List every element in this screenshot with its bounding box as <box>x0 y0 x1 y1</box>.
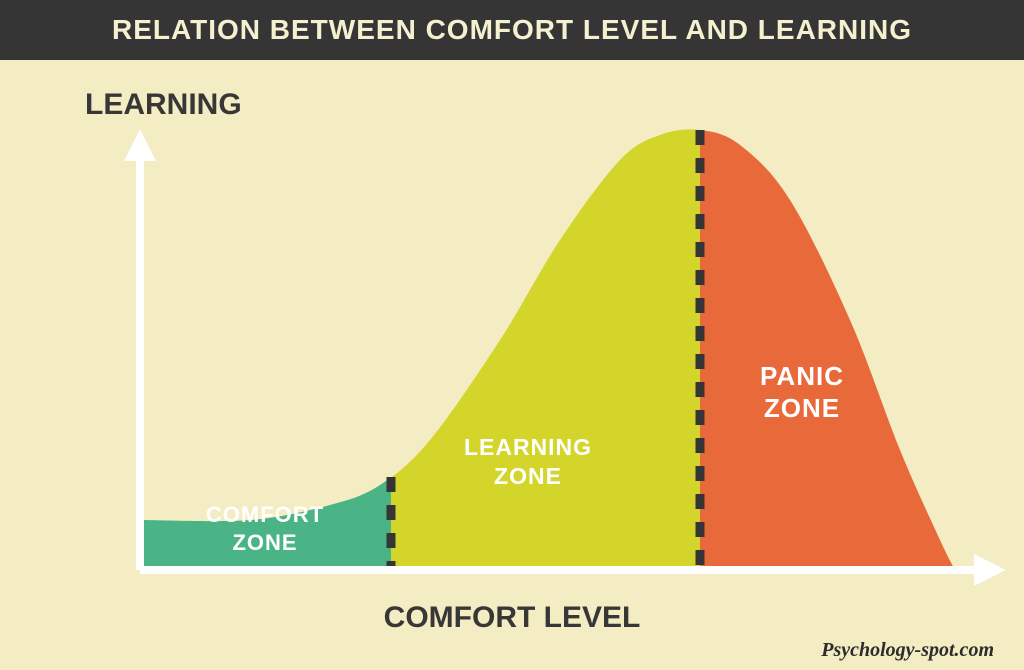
header-bar: RELATION BETWEEN COMFORT LEVEL AND LEARN… <box>0 0 1024 60</box>
svg-text:ZONE: ZONE <box>232 530 297 555</box>
attribution-text: Psychology-spot.com <box>821 639 994 662</box>
svg-text:ZONE: ZONE <box>764 393 840 423</box>
y-axis-label: LEARNING <box>85 88 242 122</box>
svg-text:COMFORT: COMFORT <box>206 502 324 527</box>
chart-area: COMFORTZONELEARNINGZONEPANICZONE LEARNIN… <box>0 60 1024 670</box>
chart-svg: COMFORTZONELEARNINGZONEPANICZONE <box>0 60 1024 670</box>
x-axis-label: COMFORT LEVEL <box>0 601 1024 635</box>
svg-text:ZONE: ZONE <box>494 463 562 489</box>
infographic-canvas: RELATION BETWEEN COMFORT LEVEL AND LEARN… <box>0 0 1024 670</box>
svg-text:LEARNING: LEARNING <box>464 434 592 460</box>
svg-text:PANIC: PANIC <box>760 361 844 391</box>
header-title: RELATION BETWEEN COMFORT LEVEL AND LEARN… <box>112 14 912 46</box>
